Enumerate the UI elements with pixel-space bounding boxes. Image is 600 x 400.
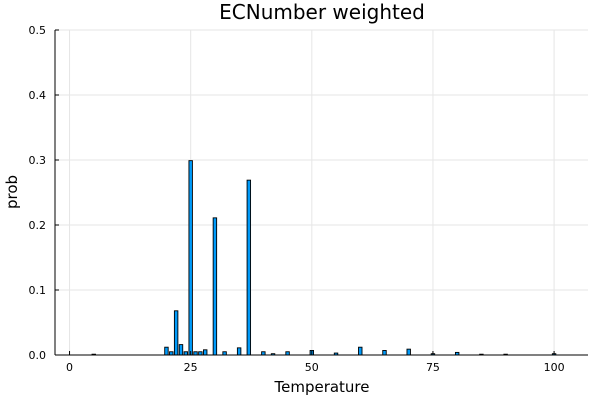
- y-tick-label: 0.4: [29, 89, 47, 102]
- bar-65: [382, 350, 387, 356]
- bar-70: [406, 348, 411, 356]
- y-axis-label: prob: [3, 175, 21, 209]
- bar-23: [178, 344, 184, 356]
- bar-37: [246, 179, 252, 356]
- bar-35: [236, 347, 242, 356]
- bar-25: [188, 160, 193, 356]
- x-axis-label: Temperature: [273, 378, 369, 396]
- chart-title: ECNumber weighted: [219, 0, 425, 24]
- bar-22: [173, 310, 179, 356]
- bar-30: [212, 217, 218, 356]
- bars: [91, 160, 557, 356]
- bar-28: [203, 349, 208, 356]
- y-tick-label: 0.3: [29, 154, 47, 167]
- x-tick-label: 50: [305, 361, 319, 374]
- axes: [54, 30, 588, 356]
- bar-20: [164, 346, 169, 356]
- y-tick-label: 0.0: [29, 349, 47, 362]
- x-tick-label: 75: [426, 361, 440, 374]
- x-tick-label: 100: [544, 361, 565, 374]
- x-tick-label: 25: [184, 361, 198, 374]
- x-tick-label: 0: [66, 361, 73, 374]
- y-tick-label: 0.2: [29, 219, 47, 232]
- y-tick-label: 0.5: [29, 24, 47, 37]
- y-tick-label: 0.1: [29, 284, 47, 297]
- ticks: 0 25 50 75 100 0.0 0.1 0.2 0.3 0.4 0.5: [29, 24, 565, 374]
- grid: [55, 29, 588, 356]
- bar-60: [358, 346, 363, 356]
